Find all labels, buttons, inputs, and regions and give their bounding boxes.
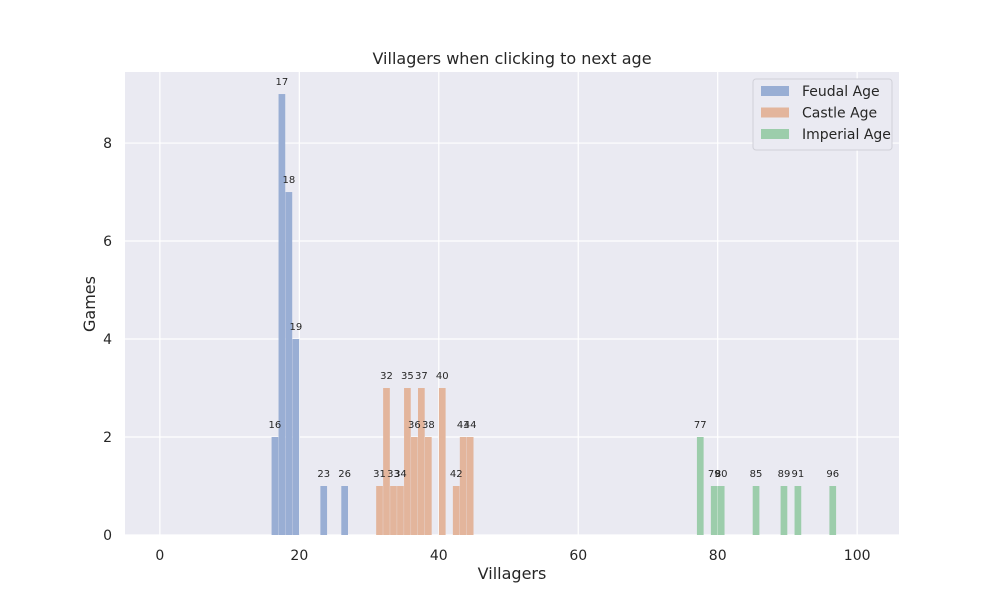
bar-imperial-age	[717, 486, 725, 535]
bar-label: 31	[373, 469, 386, 480]
bar-label: 96	[826, 469, 839, 480]
bar-imperial-age	[829, 486, 837, 535]
y-tick-labels: 0 2 4 6 8	[103, 136, 112, 544]
chart-title: Villagers when clicking to next age	[372, 49, 651, 68]
bar-label: 44	[464, 420, 477, 431]
bar-label: 40	[436, 371, 449, 382]
bar-imperial-age	[752, 486, 760, 535]
bar-feudal-age	[292, 339, 300, 535]
legend-swatch	[761, 107, 789, 118]
bar-label: 89	[778, 469, 791, 480]
bar-feudal-age	[271, 437, 279, 535]
bar-label: 42	[450, 469, 463, 480]
bar-label: 36	[408, 420, 421, 431]
bar-label: 34	[394, 469, 407, 480]
bar-castle-age	[376, 486, 383, 535]
bar-castle-age	[404, 388, 411, 535]
bar-label: 80	[715, 469, 728, 480]
bar-imperial-age	[794, 486, 802, 535]
bar-feudal-age	[285, 192, 293, 535]
y-axis-label: Games	[80, 276, 99, 332]
bar-castle-age	[418, 388, 425, 535]
y-tick-label: 6	[103, 234, 112, 250]
bar-imperial-age	[710, 486, 718, 535]
legend-swatch	[761, 129, 789, 139]
x-tick-label: 60	[569, 548, 587, 564]
bar-label: 16	[269, 420, 282, 431]
bar-castle-age	[383, 388, 390, 535]
bar-castle-age	[452, 486, 460, 535]
x-tick-label: 0	[155, 548, 164, 564]
x-tick-label: 100	[844, 548, 871, 564]
bar-label: 79	[708, 469, 721, 480]
bar-label: 23	[317, 469, 330, 480]
x-axis-label: Villagers	[478, 564, 547, 583]
bar-label: 18	[282, 175, 295, 186]
bar-castle-age	[466, 437, 474, 535]
bar-label: 32	[380, 371, 393, 382]
legend-label: Imperial Age	[802, 127, 891, 143]
bar-castle-age	[438, 388, 446, 535]
bar-label: 77	[694, 420, 707, 431]
bar-imperial-age	[696, 437, 704, 535]
bar-label: 35	[401, 371, 414, 382]
x-tick-labels: 0 20 40 60 80 100	[155, 548, 870, 564]
bar-label: 38	[422, 420, 435, 431]
bar-label: 91	[792, 469, 805, 480]
bar-label: 26	[338, 469, 351, 480]
bar-feudal-age	[278, 94, 286, 536]
bar-label: 85	[750, 469, 763, 480]
legend-label: Feudal Age	[802, 84, 880, 100]
bar-castle-age	[424, 437, 432, 535]
bar-label: 17	[276, 77, 289, 88]
y-tick-label: 8	[103, 136, 112, 152]
bars	[271, 94, 837, 536]
bar-feudal-age	[341, 486, 348, 535]
bar-imperial-age	[780, 486, 788, 535]
x-tick-label: 40	[430, 548, 448, 564]
y-tick-label: 0	[103, 528, 112, 544]
y-tick-label: 2	[103, 430, 112, 446]
bar-castle-age	[411, 437, 418, 535]
bar-castle-age	[397, 486, 404, 535]
bar-label: 43	[457, 420, 470, 431]
bar-label: 19	[289, 322, 302, 333]
bar-castle-age	[459, 437, 467, 535]
y-tick-label: 4	[103, 332, 112, 348]
legend: Feudal Age Castle Age Imperial Age	[752, 78, 893, 151]
x-tick-label: 20	[290, 548, 308, 564]
bar-feudal-age	[320, 486, 328, 535]
legend-label: Castle Age	[802, 106, 877, 122]
bar-label: 37	[415, 371, 428, 382]
bar-label: 33	[387, 469, 400, 480]
bar-castle-age	[390, 486, 397, 535]
legend-swatch	[761, 86, 789, 96]
x-tick-label: 80	[709, 548, 727, 564]
